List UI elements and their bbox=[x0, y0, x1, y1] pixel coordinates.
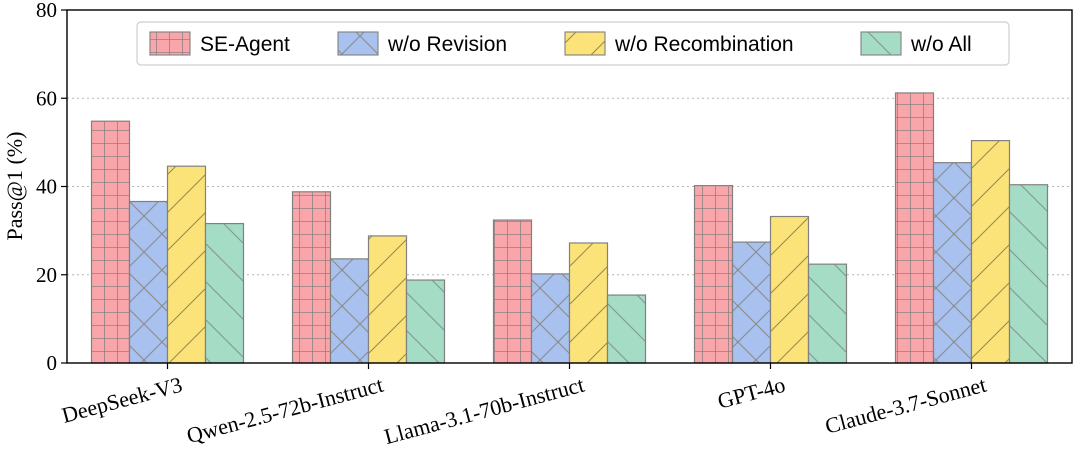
bar-hatch bbox=[606, 294, 647, 364]
legend-swatch-hatch bbox=[564, 31, 606, 56]
bar-hatch bbox=[329, 258, 370, 364]
bar-hatch bbox=[166, 165, 207, 364]
bar-hatch bbox=[405, 279, 446, 364]
y-tick-label: 40 bbox=[36, 175, 57, 199]
y-tick-label: 80 bbox=[36, 0, 57, 22]
x-tick-label: DeepSeek-V3 bbox=[59, 372, 185, 428]
x-tick-labels: DeepSeek-V3 Qwen-2.5-72b-InstructLlama-3.… bbox=[59, 363, 989, 449]
x-tick-label: Llama-3.1-70b-Instruct bbox=[381, 372, 586, 449]
bar-hatch bbox=[204, 222, 245, 364]
bar-hatch bbox=[128, 200, 169, 364]
legend-label-0: SE-Agent bbox=[200, 33, 290, 56]
x-tick-label: Claude-3.7-Sonnet bbox=[822, 372, 988, 439]
bar-hatch bbox=[530, 273, 571, 364]
legend-label-1: w/o Revision bbox=[387, 33, 507, 56]
legend-label-2: w/o Recombination bbox=[614, 33, 794, 56]
y-tick-label: 60 bbox=[36, 86, 57, 110]
bar-hatch bbox=[807, 263, 848, 364]
bar-hatch bbox=[731, 241, 772, 364]
x-tick-label: GPT-4o bbox=[715, 372, 788, 414]
y-axis-label: Pass@1 (%) bbox=[2, 132, 27, 241]
bar-hatch bbox=[1008, 184, 1049, 364]
y-tick-label: 0 bbox=[47, 351, 58, 375]
legend-label-3: w/o All bbox=[910, 33, 972, 56]
bars bbox=[90, 92, 1049, 364]
bar-hatch bbox=[568, 242, 609, 364]
legend-swatch-hatch bbox=[149, 31, 191, 56]
legend-swatch-hatch bbox=[337, 31, 379, 56]
y-tick-label: 20 bbox=[36, 263, 57, 287]
bar-hatch bbox=[769, 215, 810, 364]
bar-hatch bbox=[291, 191, 332, 364]
bar-hatch bbox=[492, 219, 533, 364]
bar-hatch bbox=[693, 185, 734, 364]
bar-hatch bbox=[894, 92, 935, 364]
bar-hatch bbox=[367, 235, 408, 364]
bar-hatch bbox=[932, 162, 973, 364]
bar-hatch bbox=[970, 140, 1011, 364]
y-ticks: 0 20 40 60 80 bbox=[36, 0, 67, 375]
x-tick-label: Qwen-2.5-72b-Instruct bbox=[184, 372, 386, 448]
legend: SE-Agent w/o Revision w/o Recombination w/o… bbox=[136, 21, 1010, 66]
legend-swatch-hatch bbox=[860, 31, 902, 56]
bar-hatch bbox=[90, 120, 131, 364]
